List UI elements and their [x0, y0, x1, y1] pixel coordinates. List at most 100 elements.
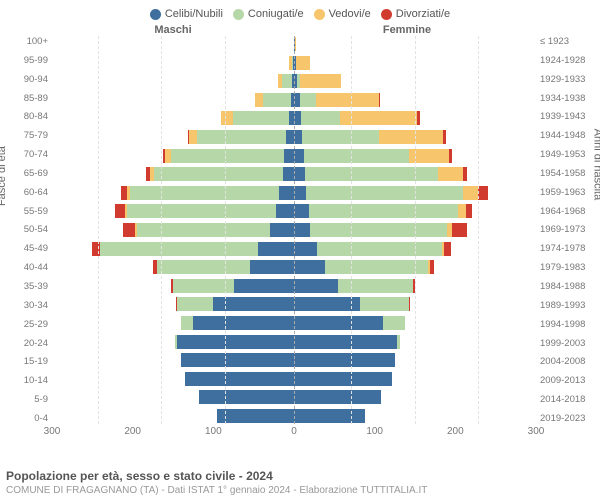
bar-seg-s	[294, 316, 383, 330]
bar-seg-w	[189, 130, 197, 144]
female-side	[294, 279, 536, 293]
bar-seg-s	[294, 149, 304, 163]
bar-seg-m	[181, 316, 193, 330]
y-left-tick: 80-84	[24, 111, 48, 122]
bar-seg-w	[255, 93, 263, 107]
male-side	[52, 149, 294, 163]
y-right-tick: 2004-2008	[540, 356, 585, 367]
bar-seg-s	[294, 409, 365, 423]
bar-seg-d	[463, 167, 468, 181]
y-left-tick: 0-4	[34, 413, 48, 424]
bar-seg-m	[317, 242, 442, 256]
bar-seg-m	[325, 260, 428, 274]
legend-swatch	[150, 9, 161, 20]
bar-seg-m	[302, 130, 379, 144]
bar-seg-s	[193, 316, 294, 330]
bar-seg-s	[294, 260, 325, 274]
bar-seg-m	[197, 130, 286, 144]
female-side	[294, 409, 536, 423]
bar-seg-s	[234, 279, 295, 293]
bar-seg-m	[177, 297, 213, 311]
female-side	[294, 335, 536, 349]
x-tick: 0	[291, 426, 297, 437]
bar-seg-d	[478, 186, 488, 200]
bar-seg-s	[294, 130, 302, 144]
legend-label: Divorziati/e	[396, 8, 450, 20]
bar-seg-m	[127, 204, 276, 218]
bar-seg-m	[282, 74, 292, 88]
bar-seg-m	[304, 149, 409, 163]
chart-title: Popolazione per età, sesso e stato civil…	[6, 469, 594, 483]
y-right-tick: 1974-1978	[540, 243, 585, 254]
bar-seg-d	[444, 242, 451, 256]
female-side	[294, 186, 536, 200]
legend-item: Coniugati/e	[233, 8, 304, 20]
bar-seg-w	[438, 167, 462, 181]
bar-seg-w	[316, 93, 379, 107]
legend-label: Celibi/Nubili	[165, 8, 223, 20]
male-side	[52, 93, 294, 107]
center-dashed-line	[294, 36, 295, 424]
bar-seg-s	[217, 409, 294, 423]
bar-seg-s	[213, 297, 294, 311]
bar-seg-d	[92, 242, 100, 256]
gender-headers: Maschi Femmine	[6, 24, 594, 36]
female-side	[294, 297, 536, 311]
bar-seg-w	[295, 37, 297, 51]
male-side	[52, 111, 294, 125]
male-side	[52, 242, 294, 256]
bar-seg-w	[463, 186, 478, 200]
y-right-tick: 1999-2003	[540, 338, 585, 349]
y-right-tick: 2014-2018	[540, 394, 585, 405]
chart-footer: Popolazione per età, sesso e stato civil…	[6, 469, 594, 496]
bars-container	[52, 36, 536, 424]
y-right-tick: 1954-1958	[540, 168, 585, 179]
bar-seg-d	[449, 149, 452, 163]
y-right-tick: 1924-1928	[540, 55, 585, 66]
female-side	[294, 167, 536, 181]
bar-seg-s	[294, 167, 305, 181]
bar-seg-w	[296, 56, 311, 70]
legend-swatch	[314, 9, 325, 20]
bar-seg-d	[430, 260, 434, 274]
female-side	[294, 93, 536, 107]
male-header: Maschi	[6, 24, 290, 36]
bar-seg-s	[185, 372, 294, 386]
x-axis: 3002001000100200300	[52, 426, 536, 440]
male-side	[52, 409, 294, 423]
male-side	[52, 37, 294, 51]
male-side	[52, 390, 294, 404]
male-side	[52, 56, 294, 70]
female-side	[294, 149, 536, 163]
bar-seg-m	[171, 149, 284, 163]
bar-seg-m	[397, 335, 400, 349]
y-left-tick: 65-69	[24, 168, 48, 179]
legend-item: Celibi/Nubili	[150, 8, 223, 20]
male-side	[52, 297, 294, 311]
y-right-tick: 1949-1953	[540, 149, 585, 160]
bar-seg-w	[458, 204, 466, 218]
bar-seg-s	[294, 297, 360, 311]
female-side	[294, 223, 536, 237]
y-left-tick: 70-74	[24, 149, 48, 160]
y-axis-left-label: Fasce di età	[0, 146, 8, 206]
y-right-tick: 1979-1983	[540, 262, 585, 273]
bar-seg-d	[115, 204, 125, 218]
male-side	[52, 223, 294, 237]
y-left-tick: 60-64	[24, 187, 48, 198]
bar-seg-m	[233, 111, 289, 125]
y-axis-right: ≤ 19231924-19281929-19331934-19381939-19…	[536, 36, 594, 424]
male-side	[52, 316, 294, 330]
bar-seg-m	[154, 167, 283, 181]
y-left-tick: 95-99	[24, 55, 48, 66]
chart-subtitle: COMUNE DI FRAGAGNANO (TA) - Dati ISTAT 1…	[6, 485, 594, 496]
population-pyramid-chart: Celibi/Nubili Coniugati/e Vedovi/e Divorzia…	[0, 0, 600, 500]
y-left-tick: 45-49	[24, 243, 48, 254]
legend-label: Vedovi/e	[329, 8, 371, 20]
female-side	[294, 353, 536, 367]
legend: Celibi/Nubili Coniugati/e Vedovi/e Divorzia…	[6, 8, 594, 20]
bar-seg-m	[301, 111, 340, 125]
bar-seg-s	[294, 353, 395, 367]
bar-seg-d	[413, 279, 415, 293]
y-right-tick: ≤ 1923	[540, 36, 569, 47]
